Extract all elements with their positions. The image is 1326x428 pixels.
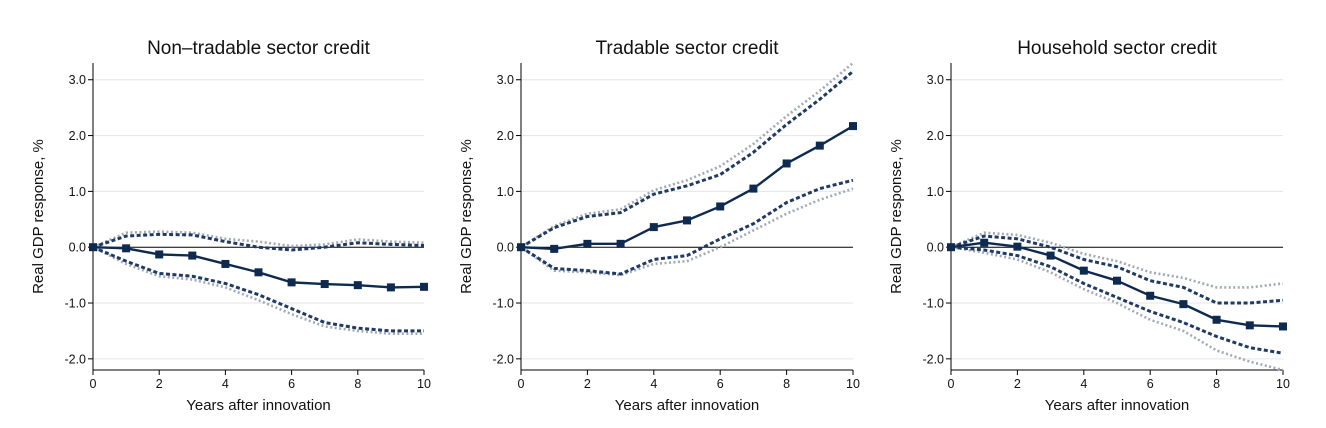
data-point [1179, 300, 1188, 309]
panel-3: -2.0 -1.0 0.0 1.0 2.0 3.0 0 2 4 6 8 10 Household sec… [888, 38, 1290, 414]
x-axis-label: Years after innovation [615, 397, 760, 414]
series-line-band90-lower [520, 187, 854, 277]
x-tick-label: 0 [948, 377, 955, 391]
x-tick-label: 2 [1014, 377, 1021, 391]
y-tick-label: -2.0 [64, 352, 86, 366]
x-tick-label: 4 [222, 377, 229, 391]
data-point [1079, 266, 1088, 275]
x-tick-label: 10 [417, 377, 431, 391]
data-point [1245, 321, 1254, 330]
data-point [616, 239, 625, 248]
y-tick-label: -2.0 [922, 352, 944, 366]
data-point [89, 243, 97, 252]
data-point [320, 280, 329, 289]
x-tick-label: 8 [1213, 377, 1220, 391]
series-line-band68-lower [950, 245, 1284, 355]
y-tick-label: 0.0 [497, 241, 514, 255]
data-point [782, 159, 791, 168]
x-tick-label: 10 [1276, 377, 1290, 391]
data-point [1013, 242, 1022, 251]
data-point [849, 122, 857, 131]
x-tick-label: 8 [783, 377, 790, 391]
data-point [188, 251, 197, 260]
series-line-band90-upper [520, 62, 854, 249]
chart-title: Tradable sector credit [595, 38, 779, 59]
y-tick-label: -1.0 [64, 297, 86, 311]
x-tick-label: 6 [717, 377, 724, 391]
y-tick-label: -2.0 [492, 352, 514, 366]
data-point [420, 282, 428, 291]
chart-title: Non–tradable sector credit [147, 38, 371, 59]
y-axis-label: Real GDP response, % [458, 139, 475, 294]
x-axis-label: Years after innovation [186, 397, 331, 414]
series-line-band68-lower [92, 245, 424, 333]
x-tick-label: 10 [846, 377, 860, 391]
data-point [980, 238, 989, 247]
data-point [1279, 322, 1287, 331]
series-line-band68-lower [520, 178, 854, 276]
data-point [683, 216, 691, 225]
x-tick-label: 2 [156, 377, 163, 391]
y-tick-label: -1.0 [922, 297, 944, 311]
x-tick-label: 0 [518, 377, 525, 391]
y-axis-label: Real GDP response, % [30, 139, 47, 294]
y-tick-label: -1.0 [492, 297, 514, 311]
x-tick-label: 6 [288, 377, 295, 391]
chart-title: Household sector credit [1017, 38, 1217, 59]
x-tick-label: 2 [584, 377, 591, 391]
data-point [221, 259, 230, 268]
data-point [749, 184, 758, 193]
data-point [550, 244, 559, 253]
series-line-band68-upper [950, 234, 1284, 305]
data-point [1212, 315, 1221, 324]
data-point [155, 250, 164, 259]
x-tick-label: 4 [650, 377, 657, 391]
x-axis-label: Years after innovation [1045, 397, 1190, 414]
data-point [1046, 251, 1055, 260]
y-tick-label: 3.0 [497, 73, 514, 87]
x-tick-label: 0 [90, 377, 97, 391]
data-point [583, 239, 592, 248]
y-tick-label: 2.0 [497, 129, 514, 143]
y-tick-label: 1.0 [497, 185, 514, 199]
data-point [287, 278, 296, 287]
y-axis-label: Real GDP response, % [888, 139, 905, 294]
x-tick-label: 6 [1147, 377, 1154, 391]
data-point [947, 243, 955, 252]
y-tick-label: 0.0 [927, 241, 944, 255]
panel-1: -2.0 -1.0 0.0 1.0 2.0 3.0 0 2 4 6 8 10 Non–tradable … [30, 38, 431, 414]
y-tick-label: 0.0 [69, 241, 86, 255]
data-point [815, 141, 824, 150]
data-point [1113, 276, 1121, 285]
series-line-band68-upper [520, 70, 854, 249]
data-point [353, 281, 362, 290]
series-line-band90-lower [950, 245, 1284, 372]
data-point [1146, 291, 1155, 300]
data-point [649, 223, 658, 232]
y-tick-label: 1.0 [927, 185, 944, 199]
y-tick-label: 3.0 [69, 73, 86, 87]
y-tick-label: 1.0 [69, 185, 86, 199]
data-point [517, 243, 525, 252]
y-tick-label: 2.0 [69, 129, 86, 143]
y-tick-label: 2.0 [927, 129, 944, 143]
series-line-band90-upper [92, 230, 425, 249]
data-point [254, 268, 263, 277]
data-point [122, 244, 131, 253]
x-tick-label: 4 [1080, 377, 1087, 391]
x-tick-label: 8 [354, 377, 361, 391]
y-tick-label: 3.0 [927, 73, 944, 87]
data-point [386, 283, 395, 292]
panel-2: -2.0 -1.0 0.0 1.0 2.0 3.0 0 2 4 6 8 10 Tradable sect… [458, 38, 860, 414]
series-line-band90-upper [950, 231, 1284, 289]
data-point [716, 202, 725, 211]
